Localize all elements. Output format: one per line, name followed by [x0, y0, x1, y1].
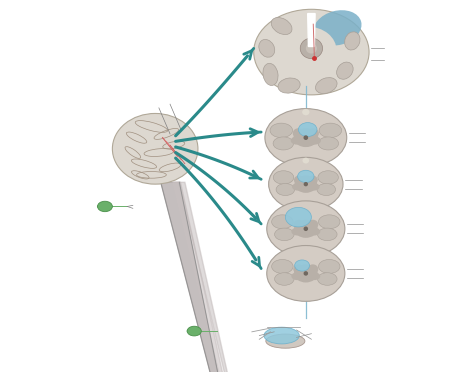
Ellipse shape — [278, 78, 300, 93]
Ellipse shape — [298, 123, 317, 137]
Ellipse shape — [306, 43, 317, 54]
Ellipse shape — [285, 208, 311, 227]
Ellipse shape — [309, 137, 321, 145]
Ellipse shape — [266, 334, 305, 348]
Ellipse shape — [273, 171, 294, 184]
Ellipse shape — [263, 63, 278, 86]
Circle shape — [304, 227, 307, 230]
Ellipse shape — [292, 183, 303, 190]
Circle shape — [304, 136, 308, 139]
Ellipse shape — [337, 62, 353, 79]
Ellipse shape — [293, 264, 304, 274]
Ellipse shape — [318, 273, 337, 285]
Ellipse shape — [254, 9, 369, 95]
Ellipse shape — [302, 158, 309, 164]
Ellipse shape — [270, 123, 292, 138]
Ellipse shape — [294, 176, 304, 185]
Ellipse shape — [302, 109, 310, 115]
Ellipse shape — [271, 17, 292, 35]
Ellipse shape — [293, 128, 304, 138]
Ellipse shape — [274, 228, 294, 241]
Ellipse shape — [295, 260, 310, 271]
Ellipse shape — [269, 157, 343, 211]
Ellipse shape — [309, 272, 320, 280]
Ellipse shape — [272, 260, 293, 273]
Ellipse shape — [98, 201, 112, 212]
Ellipse shape — [267, 246, 345, 301]
Circle shape — [304, 272, 307, 275]
Ellipse shape — [292, 228, 303, 235]
Ellipse shape — [273, 137, 293, 150]
Ellipse shape — [317, 183, 336, 196]
Ellipse shape — [345, 32, 360, 50]
Ellipse shape — [293, 220, 304, 230]
Polygon shape — [173, 182, 223, 372]
Ellipse shape — [274, 273, 294, 285]
Ellipse shape — [307, 220, 319, 230]
Ellipse shape — [276, 183, 295, 196]
Ellipse shape — [293, 128, 318, 147]
Ellipse shape — [294, 220, 318, 238]
Ellipse shape — [279, 27, 337, 74]
Ellipse shape — [300, 38, 323, 59]
Ellipse shape — [309, 228, 320, 235]
Ellipse shape — [318, 171, 338, 184]
Ellipse shape — [292, 272, 303, 280]
Ellipse shape — [307, 264, 319, 274]
Ellipse shape — [318, 228, 337, 241]
Polygon shape — [308, 13, 315, 46]
Ellipse shape — [264, 327, 299, 344]
Ellipse shape — [265, 109, 347, 167]
Ellipse shape — [294, 264, 318, 282]
Ellipse shape — [319, 123, 342, 138]
Ellipse shape — [272, 215, 293, 229]
Ellipse shape — [291, 137, 303, 145]
Ellipse shape — [309, 183, 319, 190]
Polygon shape — [179, 182, 228, 372]
Ellipse shape — [307, 176, 318, 185]
Ellipse shape — [187, 326, 201, 336]
Ellipse shape — [316, 78, 337, 93]
Ellipse shape — [318, 137, 338, 150]
Ellipse shape — [298, 170, 314, 183]
Ellipse shape — [259, 39, 275, 57]
Ellipse shape — [295, 176, 317, 193]
Circle shape — [304, 183, 307, 186]
Ellipse shape — [313, 10, 362, 46]
Ellipse shape — [267, 201, 345, 257]
Ellipse shape — [308, 128, 319, 138]
Ellipse shape — [319, 215, 340, 229]
Ellipse shape — [112, 113, 198, 184]
Ellipse shape — [319, 260, 340, 273]
Polygon shape — [161, 182, 219, 372]
